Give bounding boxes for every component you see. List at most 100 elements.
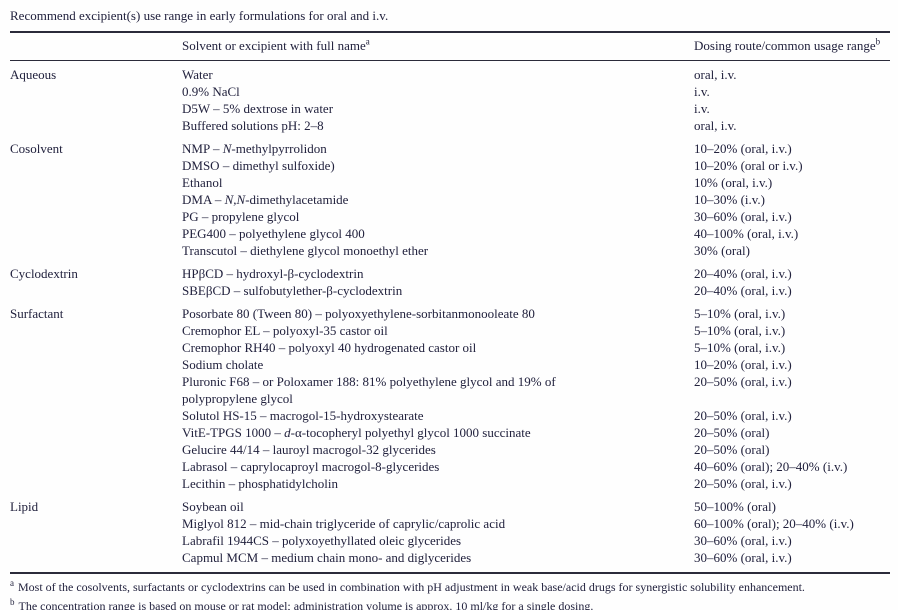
column-header-category (10, 32, 182, 61)
excipients-table: Solvent or excipient with full namea Dos… (10, 31, 890, 574)
category-cell (10, 100, 182, 117)
category-cell (10, 441, 182, 458)
category-cell: Cyclodextrin (10, 266, 78, 281)
dosing-range-cell: oral, i.v. (694, 67, 737, 82)
table-row: Labrafil 1944CS – polyxoyethyllated olei… (10, 532, 890, 549)
category-cell (10, 225, 182, 242)
category-cell (10, 339, 182, 356)
table-row: PG – propylene glycol 30–60% (oral, i.v.) (10, 208, 890, 225)
category-cell (10, 282, 182, 299)
table-row: Cremophor EL – polyoxyl-35 castor oil 5–1… (10, 322, 890, 339)
category-cell: Surfactant (10, 306, 64, 321)
category-cell (10, 532, 182, 549)
excipient-name-cell: Cremophor RH40 – polyoxyl 40 hydrogenate… (182, 340, 477, 355)
dosing-range-cell: 20–50% (oral, i.v.) (694, 408, 792, 423)
table-row: Buffered solutions pH: 2–8 oral, i.v. (10, 117, 890, 134)
dosing-range-cell: 40–100% (oral, i.v.) (694, 226, 799, 241)
category-cell (10, 83, 182, 100)
column-header-solvent: Solvent or excipient with full namea (182, 32, 694, 61)
table-row: Solutol HS-15 – macrogol-15-hydroxystear… (10, 407, 890, 424)
category-cell (10, 356, 182, 373)
table-row: PEG400 – polyethylene glycol 400 40–100% … (10, 225, 890, 242)
excipient-name-cell: 0.9% NaCl (182, 84, 240, 99)
dosing-range-cell: 30–60% (oral, i.v.) (694, 209, 792, 224)
dosing-range-cell: 10–20% (oral, i.v.) (694, 141, 792, 156)
footnote-b-marker: b (10, 598, 15, 607)
excipient-name-cell: Pluronic F68 – or Poloxamer 188: 81% pol… (182, 374, 556, 406)
table-row: DMSO – dimethyl sulfoxide) 10–20% (oral o… (10, 157, 890, 174)
table-body: Aqueous Water oral, i.v. 0.9% NaCl i.v. D5W –… (10, 61, 890, 574)
category-cell (10, 157, 182, 174)
table-row: Ethanol 10% (oral, i.v.) (10, 174, 890, 191)
excipient-name-cell: Solutol HS-15 – macrogol-15-hydroxystear… (182, 408, 424, 423)
footnote-a: a Most of the cosolvents, surfactants or … (10, 579, 890, 595)
excipient-name-cell: Transcutol – diethylene glycol monoethyl… (182, 243, 429, 258)
category-cell (10, 208, 182, 225)
dosing-range-cell: 40–60% (oral); 20–40% (i.v.) (694, 459, 848, 474)
dosing-range-cell: 30–60% (oral, i.v.) (694, 550, 792, 565)
table-row: Cremophor RH40 – polyoxyl 40 hydrogenate… (10, 339, 890, 356)
category-cell: Lipid (10, 499, 39, 514)
dosing-range-cell: 10% (oral, i.v.) (694, 175, 773, 190)
category-cell: Aqueous (10, 67, 57, 82)
table-row: Lipid Soybean oil 50–100% (oral) (10, 492, 890, 515)
excipient-name-cell: Capmul MCM – medium chain mono- and digl… (182, 550, 472, 565)
excipient-name-cell: Sodium cholate (182, 357, 264, 372)
column-header-dosing-footnote-marker: b (875, 36, 881, 47)
dosing-range-cell: 5–10% (oral, i.v.) (694, 306, 786, 321)
dosing-range-cell: 20–40% (oral, i.v.) (694, 283, 792, 298)
table-row: Surfactant Posorbate 80 (Tween 80) – poly… (10, 299, 890, 322)
footnote-b-text: The concentration range is based on mous… (18, 599, 594, 610)
table-row: Labrasol – caprylocaproyl macrogol-8-gly… (10, 458, 890, 475)
excipient-name-cell: Buffered solutions pH: 2–8 (182, 118, 324, 133)
table-row: SBEβCD – sulfobutylether-β-cyclodextrin 2… (10, 282, 890, 299)
footnotes: a Most of the cosolvents, surfactants or … (10, 579, 890, 610)
category-cell (10, 174, 182, 191)
dosing-range-cell: 20–40% (oral, i.v.) (694, 266, 792, 281)
dosing-range-cell: 20–50% (oral, i.v.) (694, 476, 792, 491)
excipient-name-cell: NMP – N-methylpyrrolidon (182, 141, 327, 156)
table-row: Cyclodextrin HPβCD – hydroxyl-β-cyclodext… (10, 259, 890, 282)
excipient-name-cell: Gelucire 44/14 – lauroyl macrogol-32 gly… (182, 442, 436, 457)
excipient-name-cell: Lecithin – phosphatidylcholin (182, 476, 338, 491)
category-cell (10, 515, 182, 532)
dosing-range-cell: 60–100% (oral); 20–40% (i.v.) (694, 516, 854, 531)
dosing-range-cell: i.v. (694, 101, 710, 116)
column-header-solvent-footnote-marker: a (365, 36, 370, 47)
column-header-dosing-label: Dosing route/common usage range (694, 38, 876, 53)
dosing-range-cell: i.v. (694, 84, 710, 99)
dosing-range-cell: 10–30% (i.v.) (694, 192, 766, 207)
category-cell (10, 458, 182, 475)
header-row: Solvent or excipient with full namea Dos… (10, 32, 890, 61)
excipient-name-cell: Miglyol 812 – mid-chain triglyceride of … (182, 516, 506, 531)
excipient-name-cell: Cremophor EL – polyoxyl-35 castor oil (182, 323, 388, 338)
dosing-range-cell: 10–20% (oral or i.v.) (694, 158, 803, 173)
table-row: Gelucire 44/14 – lauroyl macrogol-32 gly… (10, 441, 890, 458)
category-cell (10, 549, 182, 573)
dosing-range-cell: 10–20% (oral, i.v.) (694, 357, 792, 372)
table-row: Pluronic F68 – or Poloxamer 188: 81% pol… (10, 373, 890, 407)
excipient-name-cell: HPβCD – hydroxyl-β-cyclodextrin (182, 266, 364, 281)
dosing-range-cell: 30% (oral) (694, 243, 750, 258)
category-cell (10, 242, 182, 259)
table-caption: Recommend excipient(s) use range in earl… (10, 8, 389, 23)
column-header-solvent-label: Solvent or excipient with full name (182, 38, 366, 53)
category-cell (10, 407, 182, 424)
category-cell (10, 117, 182, 134)
table-row: Aqueous Water oral, i.v. (10, 61, 890, 84)
excipient-name-cell: D5W – 5% dextrose in water (182, 101, 334, 116)
excipient-name-cell: Water (182, 67, 213, 82)
table-row: D5W – 5% dextrose in water i.v. (10, 100, 890, 117)
dosing-range-cell: 20–50% (oral) (694, 425, 770, 440)
category-cell (10, 475, 182, 492)
category-cell: Cosolvent (10, 141, 63, 156)
table-header: Solvent or excipient with full namea Dos… (10, 32, 890, 61)
excipient-name-cell: Posorbate 80 (Tween 80) – polyoxyethylen… (182, 306, 535, 321)
table-row: Lecithin – phosphatidylcholin 20–50% (ora… (10, 475, 890, 492)
footnote-a-text: Most of the cosolvents, surfactants or c… (18, 580, 805, 594)
footnote-b: b The concentration range is based on mou… (10, 598, 890, 610)
table-row: 0.9% NaCl i.v. (10, 83, 890, 100)
category-cell (10, 191, 182, 208)
category-cell (10, 322, 182, 339)
